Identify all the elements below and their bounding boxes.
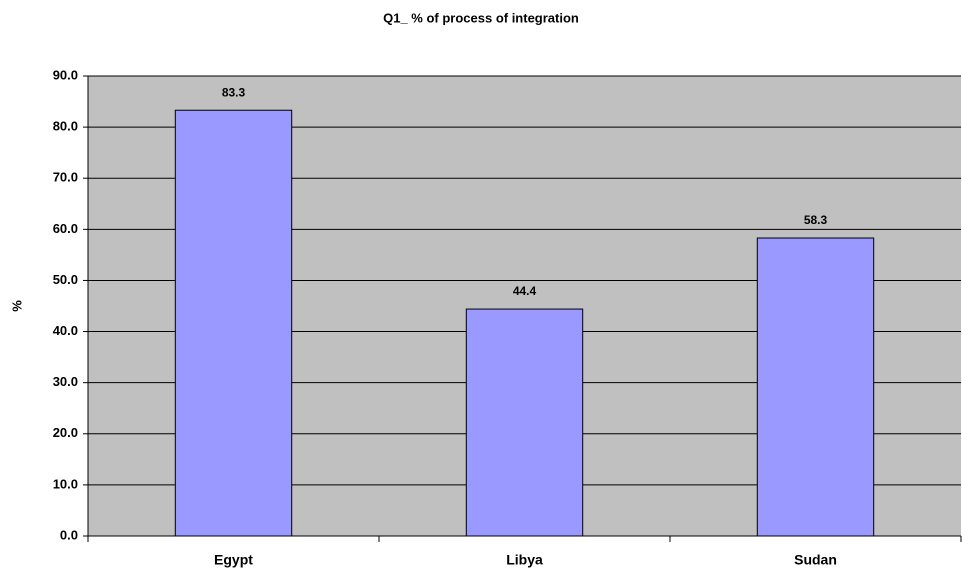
bar	[756, 237, 875, 537]
y-tick-label: 0.0	[60, 527, 78, 542]
y-tick-label: 70.0	[53, 170, 78, 185]
y-tick-label: 10.0	[53, 476, 78, 491]
y-axis-label: %	[9, 300, 24, 312]
y-tick-label: 80.0	[53, 119, 78, 134]
y-tick-label: 40.0	[53, 323, 78, 338]
data-label: 58.3	[804, 213, 828, 227]
y-tick-label: 30.0	[53, 374, 78, 389]
bar	[174, 109, 293, 537]
y-tick-label: 20.0	[53, 425, 78, 440]
y-tick-label: 50.0	[53, 272, 78, 287]
bar	[465, 308, 584, 537]
y-tick-label: 90.0	[53, 67, 78, 82]
x-tick-label: Sudan	[794, 552, 837, 568]
x-tick-label: Libya	[506, 552, 543, 568]
x-tick-label: Egypt	[214, 552, 253, 568]
chart-title: Q1_ % of process of integration	[383, 10, 579, 25]
y-tick-label: 60.0	[53, 221, 78, 236]
data-label: 44.4	[513, 284, 537, 298]
data-label: 83.3	[222, 85, 246, 99]
